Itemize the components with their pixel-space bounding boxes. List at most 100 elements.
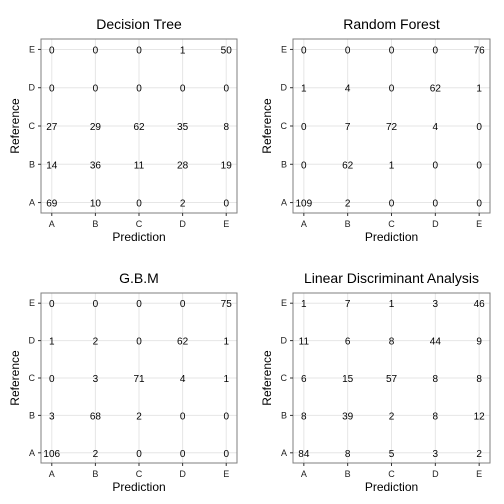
cell-ref-a-pred-b: 10 (90, 199, 102, 210)
y-tick-label-e: E (29, 44, 35, 54)
x-tick-label-e: E (223, 469, 229, 479)
cell-ref-b-pred-d: 0 (433, 160, 439, 171)
x-tick-label-e: E (223, 219, 229, 229)
cell-ref-a-pred-d: 0 (180, 449, 186, 460)
cell-ref-b-pred-d: 28 (177, 160, 189, 171)
cell-ref-c-pred-a: 27 (46, 122, 58, 133)
cell-ref-c-pred-d: 4 (433, 122, 439, 133)
cell-ref-d-pred-c: 0 (136, 337, 142, 348)
y-axis-title: Reference (8, 350, 22, 406)
cell-ref-d-pred-d: 62 (430, 84, 442, 95)
cell-ref-e-pred-d: 1 (180, 45, 186, 56)
x-axis-title: Prediction (365, 230, 418, 244)
cell-ref-a-pred-d: 2 (180, 199, 186, 210)
cell-ref-a-pred-a: 109 (295, 199, 312, 210)
y-tick-label-a: A (29, 448, 35, 458)
y-tick-label-e: E (29, 298, 35, 308)
x-axis-title: Prediction (112, 230, 165, 244)
cell-ref-b-pred-e: 0 (476, 160, 482, 171)
cell-ref-e-pred-e: 50 (221, 45, 233, 56)
cell-ref-b-pred-e: 0 (223, 411, 229, 422)
cell-ref-c-pred-d: 35 (177, 122, 189, 133)
cell-ref-e-pred-e: 46 (474, 299, 486, 310)
y-tick-label-a: A (29, 198, 35, 208)
y-axis-title: Reference (260, 98, 274, 154)
cell-ref-d-pred-b: 0 (93, 84, 99, 95)
y-tick-label-e: E (281, 44, 287, 54)
cell-ref-e-pred-a: 0 (301, 45, 307, 56)
cell-ref-c-pred-c: 72 (386, 122, 398, 133)
cell-ref-c-pred-e: 8 (476, 374, 482, 385)
cell-ref-a-pred-e: 0 (223, 449, 229, 460)
cell-ref-d-pred-a: 0 (49, 84, 55, 95)
cell-ref-b-pred-d: 0 (180, 411, 186, 422)
cell-ref-b-pred-d: 8 (433, 411, 439, 422)
cell-ref-a-pred-c: 5 (389, 449, 395, 460)
cell-ref-b-pred-c: 1 (389, 160, 395, 171)
x-tick-label-d: D (432, 469, 439, 479)
cell-ref-c-pred-c: 71 (133, 374, 145, 385)
cell-ref-c-pred-d: 4 (180, 374, 186, 385)
cell-ref-e-pred-c: 1 (389, 299, 395, 310)
cell-ref-d-pred-d: 44 (430, 337, 442, 348)
cell-ref-e-pred-e: 75 (221, 299, 233, 310)
panel-random-forest: A B C D E A B C D E 109 2 0 0 0 0 62 1 0 0 0 7 72 4 0 1 4 0 62 1 0 0 0 0 7… (260, 16, 491, 244)
cell-ref-a-pred-e: 2 (476, 449, 482, 460)
cell-ref-c-pred-e: 8 (223, 122, 229, 133)
cell-ref-e-pred-e: 76 (474, 45, 486, 56)
cell-ref-e-pred-a: 0 (49, 299, 55, 310)
cell-ref-c-pred-b: 15 (342, 374, 354, 385)
cell-ref-c-pred-b: 7 (345, 122, 351, 133)
panel-title: Random Forest (343, 16, 440, 32)
cell-ref-b-pred-a: 14 (46, 160, 58, 171)
x-tick-label-e: E (476, 469, 482, 479)
y-tick-label-a: A (281, 198, 287, 208)
y-axis-title: Reference (8, 98, 22, 154)
cell-ref-a-pred-b: 2 (93, 449, 99, 460)
y-tick-label-b: B (281, 159, 287, 169)
cell-ref-b-pred-c: 11 (134, 160, 145, 171)
cell-ref-a-pred-c: 0 (136, 449, 142, 460)
x-tick-label-d: D (432, 219, 439, 229)
y-tick-label-d: D (29, 83, 36, 93)
cell-ref-d-pred-a: 1 (49, 337, 55, 348)
cell-ref-d-pred-b: 6 (345, 337, 351, 348)
y-tick-label-d: D (29, 336, 36, 346)
cell-ref-a-pred-c: 0 (136, 199, 142, 210)
cell-ref-a-pred-d: 3 (433, 449, 439, 460)
cell-ref-b-pred-b: 68 (90, 411, 102, 422)
panel-linear-discriminant-analysis: A B C D E A B C D E 84 8 5 3 2 8 39 2 8 12 6 15 57 8 8 11 6 8 44 9 1 7 1… (260, 270, 491, 494)
panel-g-b-m: A B C D E A B C D E 106 2 0 0 0 3 68 2 0 0 0 3 71 4 1 1 2 0 62 1 0 0 0 0 7… (8, 270, 238, 494)
y-tick-label-d: D (281, 336, 288, 346)
cell-ref-d-pred-c: 0 (389, 84, 395, 95)
x-tick-label-d: D (179, 469, 186, 479)
cell-ref-a-pred-e: 0 (476, 199, 482, 210)
cell-ref-b-pred-b: 36 (90, 160, 102, 171)
cell-ref-c-pred-b: 3 (93, 374, 99, 385)
y-tick-label-c: C (281, 121, 288, 131)
cell-ref-c-pred-e: 1 (223, 374, 229, 385)
cell-ref-e-pred-c: 0 (136, 299, 142, 310)
cell-ref-c-pred-e: 0 (476, 122, 482, 133)
cell-ref-e-pred-d: 0 (433, 45, 439, 56)
cell-ref-a-pred-b: 2 (345, 199, 351, 210)
cell-ref-e-pred-c: 0 (136, 45, 142, 56)
cell-ref-b-pred-e: 12 (474, 411, 486, 422)
cell-ref-d-pred-b: 4 (345, 84, 351, 95)
x-tick-label-c: C (388, 469, 395, 479)
y-tick-label-b: B (29, 159, 35, 169)
x-tick-label-c: C (136, 219, 143, 229)
cell-ref-a-pred-b: 8 (345, 449, 351, 460)
cell-ref-b-pred-a: 0 (301, 160, 307, 171)
cell-ref-c-pred-d: 8 (433, 374, 439, 385)
cell-ref-c-pred-c: 57 (386, 374, 398, 385)
x-tick-label-b: B (92, 469, 98, 479)
cell-ref-d-pred-e: 1 (223, 337, 229, 348)
cell-ref-e-pred-c: 0 (389, 45, 395, 56)
cell-ref-d-pred-e: 1 (476, 84, 482, 95)
x-tick-label-a: A (301, 219, 307, 229)
cell-ref-b-pred-a: 3 (49, 411, 55, 422)
cell-ref-d-pred-e: 0 (223, 84, 229, 95)
cell-ref-c-pred-a: 0 (49, 374, 55, 385)
